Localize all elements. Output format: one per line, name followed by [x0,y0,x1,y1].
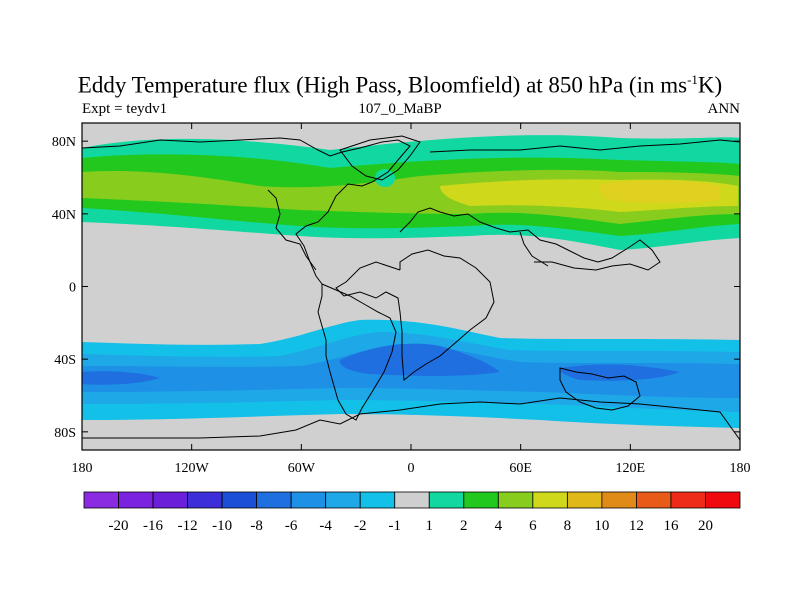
colorbar-label: -6 [285,518,298,534]
colorbar-label: -2 [354,518,367,534]
x-tick-label: 120E [616,461,646,476]
nh-storm-track [82,135,740,250]
season-label: ANN [707,101,741,117]
colorbar-label: -20 [109,518,129,534]
y-tick-label: 0 [69,281,76,296]
colorbar-swatch [705,491,741,509]
x-tick-label: 120W [175,461,210,476]
africa-coast [335,249,495,381]
x-tick-label: 60W [288,461,316,476]
colorbar-label: 2 [460,518,468,534]
colorbar-swatch [83,491,119,509]
colorbar-label: -10 [212,518,232,534]
colorbar-label: 16 [663,518,679,534]
y-tick-label: 40N [52,208,76,223]
colorbar-swatch [566,491,603,509]
west-coast-americas [267,189,317,271]
colorbar: -20 -16 -12 -10 -8 -6 -4 -2 -1 1 2 4 6 8 10 12 16 20 [83,491,741,534]
colorbar-swatch [290,491,327,509]
colorbar-swatch [428,491,465,509]
arctic-coast [429,139,740,153]
eurasia-coast [399,207,661,271]
coastlines [82,135,740,441]
australia-coast [559,367,641,411]
colorbar-label: 10 [594,518,609,534]
colorbar-label: 4 [495,518,503,534]
y-tick-label: 80S [54,426,76,441]
colorbar-swatch [463,491,499,509]
x-tick-label: 60E [509,461,532,476]
experiment-label: Expt = teydv1 [82,101,168,117]
colorbar-swatch [221,491,258,509]
colorbar-swatch [256,491,292,509]
colorbar-swatch [497,491,534,509]
colorbar-swatch [601,491,637,509]
x-axis: 180 120W 60W 0 60E 120E 180 [72,123,751,476]
x-tick-label: 0 [408,461,415,476]
colorbar-swatch [670,491,706,509]
arabian-coast [519,231,549,267]
y-tick-label: 40S [54,353,76,368]
y-tick-label: 80N [52,135,76,150]
colorbar-label: -8 [250,518,263,534]
chart-title: Eddy Temperature flux (High Pass, Bloomf… [77,72,723,98]
antarctica-coast [82,397,740,441]
colorbar-swatch [532,491,568,509]
contour-field [82,135,740,428]
colorbar-label: -1 [388,518,401,534]
colorbar-label: -4 [319,518,332,534]
colorbar-swatch [325,491,361,509]
colorbar-label: -16 [143,518,163,534]
colorbar-swatch [636,491,672,509]
colorbar-label: 20 [698,518,713,534]
y-axis: 80N 40N 0 40S 80S [52,135,740,441]
greenland-coast [339,135,421,181]
colorbar-swatch [152,491,188,509]
x-tick-label: 180 [72,461,93,476]
colorbar-swatch [394,491,430,509]
colorbar-swatch [359,491,396,509]
run-label: 107_0_MaBP [358,101,442,117]
colorbar-label: -12 [178,518,198,534]
colorbar-swatch [118,491,154,509]
colorbar-label: 1 [426,518,434,534]
colorbar-label: 12 [629,518,644,534]
x-tick-label: 180 [730,461,751,476]
colorbar-swatch [187,491,223,509]
colorbar-label: 6 [529,518,537,534]
colorbar-label: 8 [564,518,572,534]
north-america-coast [82,137,411,285]
